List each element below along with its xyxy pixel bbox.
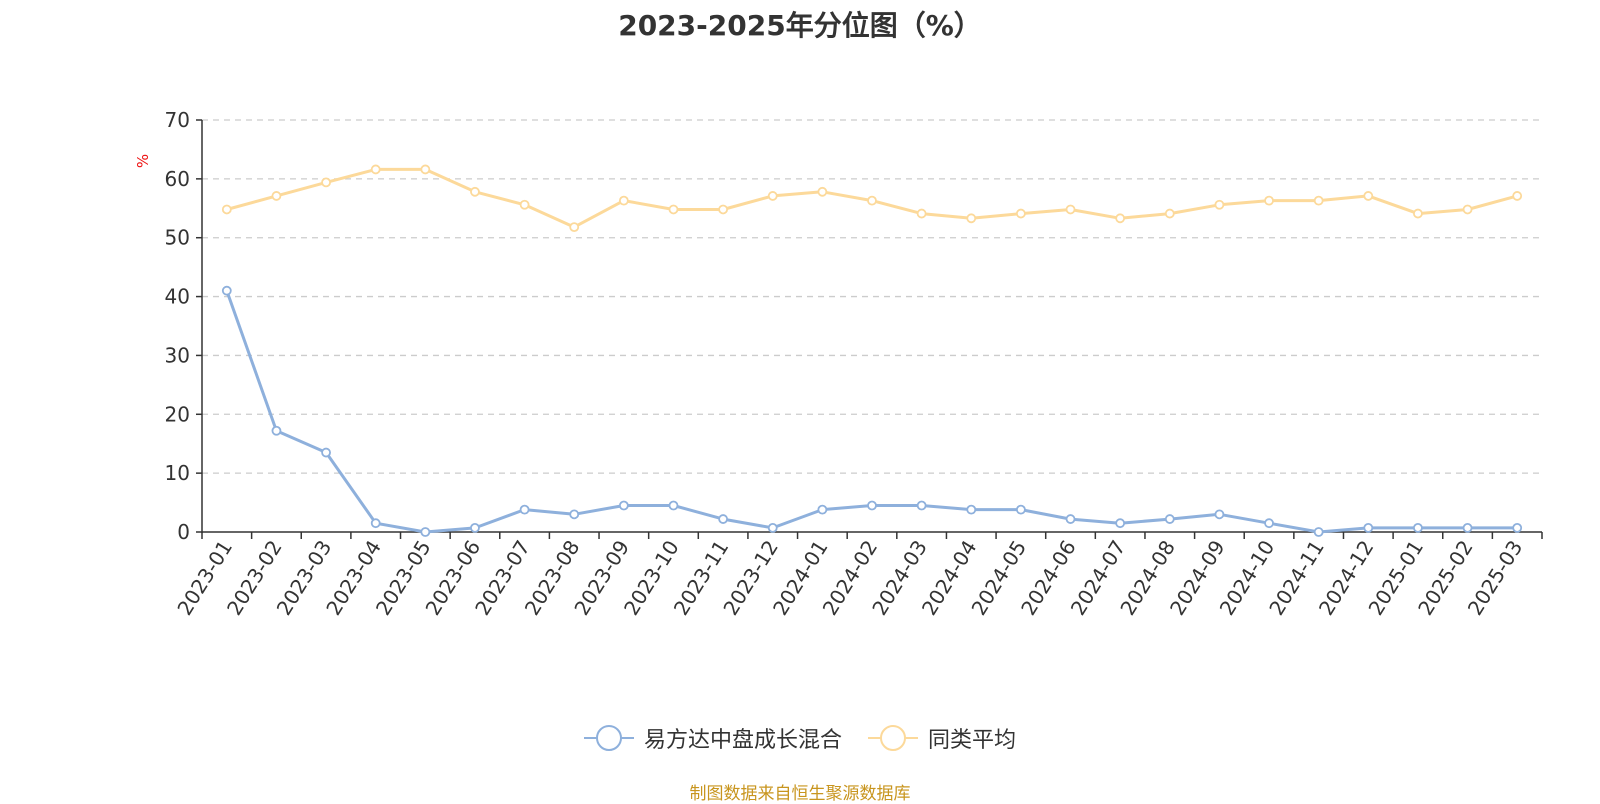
legend-label-peer-average: 同类平均 (928, 728, 1017, 753)
data-point (519, 199, 530, 210)
data-point (867, 500, 877, 511)
data-point (321, 177, 331, 188)
data-point (618, 195, 629, 206)
data-point (1065, 514, 1076, 524)
y-tick-label: 20 (165, 402, 190, 426)
data-point (1462, 522, 1473, 533)
grid-lines (202, 119, 1542, 474)
data-point (470, 522, 480, 533)
y-tick-label: 10 (165, 461, 190, 485)
chart-title: 2023-2025年分位图（%） (618, 9, 982, 42)
data-point (1512, 191, 1523, 201)
source-note: 制图数据来自恒生聚源数据库 (689, 784, 911, 804)
data-point (668, 204, 679, 215)
data-point (1512, 522, 1523, 533)
data-point (569, 509, 580, 520)
data-point (867, 195, 877, 206)
data-point (1015, 208, 1026, 219)
data-point (1363, 191, 1374, 201)
data-point (718, 204, 729, 215)
legend: 易方达中盘成长混合 同类平均 (0, 722, 1600, 754)
data-point (221, 285, 232, 296)
legend-item-fund[interactable]: 易方达中盘成长混合 (583, 722, 842, 754)
data-point (817, 186, 828, 197)
data-point (1115, 213, 1126, 224)
legend-label-fund: 易方达中盘成长混合 (643, 728, 842, 753)
y-tick-label: 40 (165, 285, 190, 309)
data-point (1214, 509, 1225, 520)
data-point (1015, 504, 1026, 515)
data-point (370, 164, 381, 175)
y-tick-label: 60 (165, 167, 190, 191)
data-point (1363, 522, 1374, 533)
data-point (1413, 522, 1423, 533)
data-point (1164, 514, 1175, 524)
data-point (271, 191, 282, 201)
axes: 0102030405060702023-012023-022023-032023… (165, 108, 1543, 620)
data-point (668, 500, 679, 511)
data-point (221, 204, 232, 215)
y-tick-label: 0 (177, 520, 190, 544)
data-point (618, 500, 629, 511)
data-point (966, 504, 977, 515)
data-point (1313, 195, 1324, 206)
data-point (1065, 204, 1076, 215)
data-point (321, 447, 331, 458)
data-point (966, 213, 977, 224)
y-tick-label: 70 (165, 108, 190, 132)
data-point (767, 191, 778, 201)
data-point (1214, 199, 1225, 210)
data-point (1313, 527, 1324, 537)
y-axis-label: % (134, 154, 152, 168)
data-point (519, 504, 530, 515)
data-point (916, 208, 927, 219)
data-point (916, 500, 927, 511)
data-point (1413, 208, 1423, 219)
data-point (1164, 208, 1175, 219)
data-point (1115, 518, 1126, 529)
data-point (470, 186, 480, 197)
y-tick-label: 30 (165, 343, 190, 367)
data-point (718, 514, 729, 524)
legend-item-peer-average[interactable]: 同类平均 (868, 722, 1016, 754)
data-point (817, 504, 828, 515)
data-point (420, 527, 431, 537)
data-point (271, 425, 282, 436)
legend-marker-fund (583, 725, 634, 751)
data-point (569, 222, 580, 233)
data-point (1264, 518, 1274, 529)
data-point (1264, 195, 1274, 206)
data-point (1462, 204, 1473, 215)
data-point (420, 164, 431, 175)
y-tick-label: 50 (165, 226, 190, 250)
legend-marker-peer-average (868, 725, 918, 751)
data-point (370, 518, 381, 529)
data-point (767, 522, 778, 533)
series-line (225, 290, 1518, 534)
series-group (221, 164, 1523, 537)
